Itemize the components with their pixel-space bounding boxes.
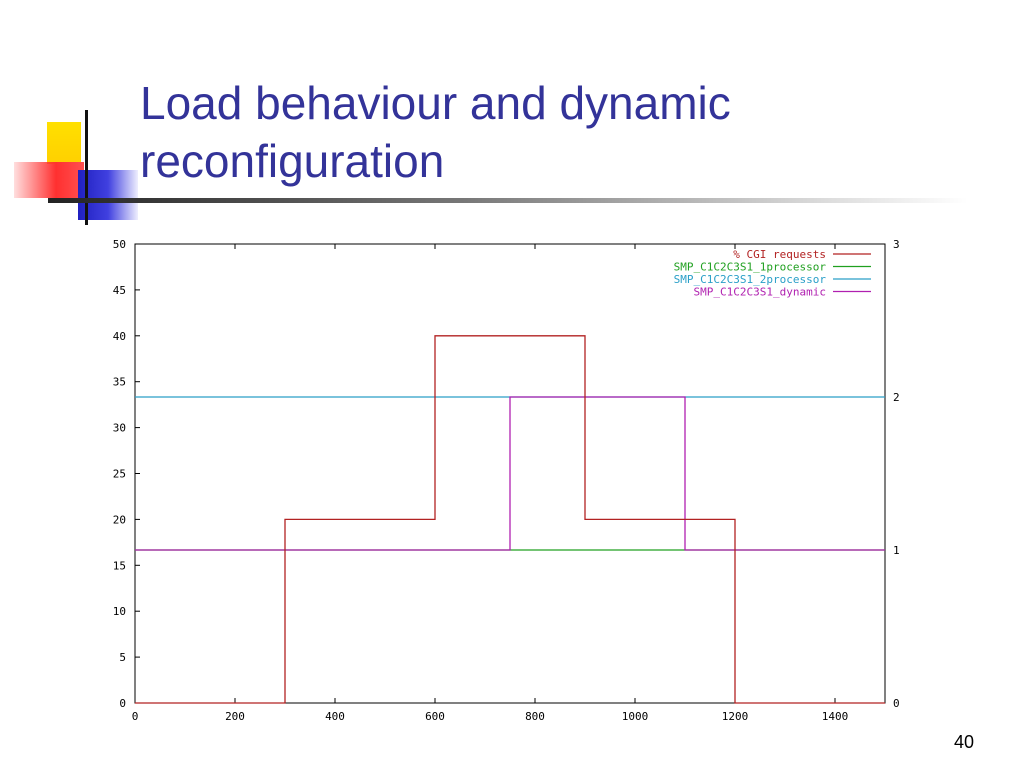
slide-title-line2: reconfiguration — [140, 135, 445, 187]
x-tick-label: 600 — [425, 710, 445, 723]
y-tick-label: 50 — [113, 238, 126, 251]
y-tick-label: 35 — [113, 376, 126, 389]
chart-axes: 0 200 400 600 800 1000 1200 1400051015202530354… — [113, 238, 900, 723]
page-number: 40 — [953, 732, 974, 752]
decoration-yellow-square — [47, 122, 81, 164]
y2-tick-label: 0 — [893, 697, 900, 710]
chart-series — [135, 335, 885, 704]
x-tick-label: 1400 — [822, 710, 849, 723]
x-tick-label: 0 — [132, 710, 139, 723]
x-tick-label: 1000 — [622, 710, 649, 723]
y2-tick-label: 2 — [893, 391, 900, 404]
y-tick-label: 5 — [119, 651, 126, 664]
decoration-vertical-line — [85, 110, 88, 225]
legend-label: % CGI requests — [733, 248, 826, 261]
y2-tick-label: 3 — [893, 238, 900, 251]
legend-label: SMP_C1C2C3S1_2processor — [674, 273, 827, 286]
x-tick-label: 1200 — [722, 710, 749, 723]
x-tick-label: 800 — [525, 710, 545, 723]
slide-title: Load behaviour and dynamic reconfigurati… — [140, 74, 731, 190]
series-line-smp-c1c2c3s1-dynamic — [135, 396, 885, 551]
decoration-red-bar — [14, 162, 84, 198]
x-tick-label: 200 — [225, 710, 245, 723]
y-tick-label: 25 — [113, 468, 126, 481]
decoration-blue-square — [78, 170, 138, 220]
slide-title-line1: Load behaviour and dynamic — [140, 77, 731, 129]
legend-label: SMP_C1C2C3S1_1processor — [674, 261, 827, 274]
chart-legend: % CGI requestsSMP_C1C2C3S1_1processorSMP… — [674, 248, 871, 299]
y2-tick-label: 1 — [893, 544, 900, 557]
y-tick-label: 15 — [113, 559, 126, 572]
title-underline — [48, 198, 968, 203]
y-tick-label: 0 — [119, 697, 126, 710]
y-tick-label: 20 — [113, 513, 126, 526]
x-tick-label: 400 — [325, 710, 345, 723]
y-tick-label: 45 — [113, 284, 126, 297]
y-tick-label: 10 — [113, 605, 126, 618]
legend-label: SMP_C1C2C3S1_dynamic — [694, 286, 826, 299]
series-line--cgi-requests — [135, 335, 885, 704]
y-tick-label: 30 — [113, 422, 126, 435]
y-tick-label: 40 — [113, 330, 126, 343]
